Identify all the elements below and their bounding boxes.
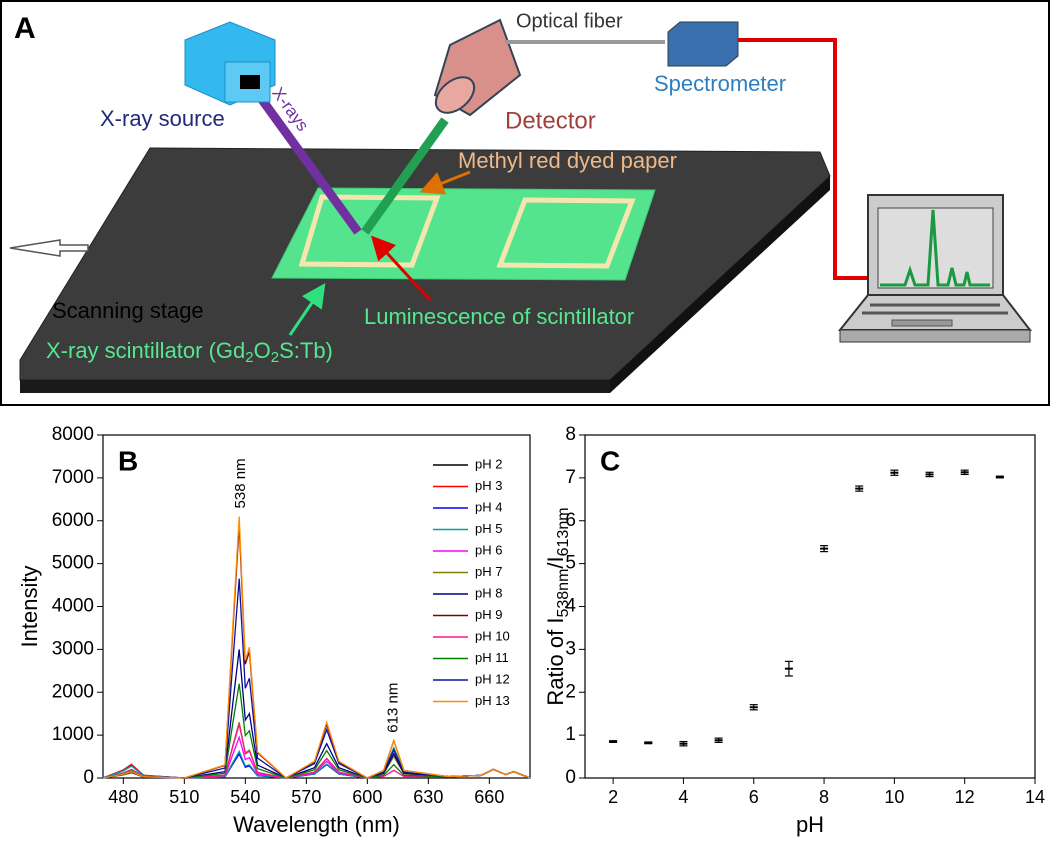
annotation: 613 nm: [385, 683, 402, 733]
y-tick-label: 0: [83, 767, 94, 788]
x-tick-label: 4: [678, 787, 688, 807]
label-luminescence: Luminescence of scintillator: [364, 304, 634, 329]
x-tick-label: 8: [819, 787, 829, 807]
luminescence-beam: [361, 117, 449, 235]
legend-label: pH 6: [475, 542, 502, 557]
legend-label: pH 4: [475, 499, 502, 514]
y-tick-label: 2000: [52, 681, 94, 702]
legend-label: pH 7: [475, 564, 502, 579]
legend-label: pH 9: [475, 607, 502, 622]
label-scintillator: X-ray scintillator (Gd2O2S:Tb): [46, 338, 333, 366]
y-axis-label-part: Ratio of I: [543, 618, 568, 706]
panel-label: A: [14, 12, 36, 45]
x-tick-label: 660: [474, 787, 504, 807]
y-tick-label: 1000: [52, 724, 94, 745]
x-tick-label: 540: [230, 787, 260, 807]
label-fiber: Optical fiber: [516, 10, 623, 32]
legend-label: pH 2: [475, 456, 502, 471]
y-tick-label: 7000: [52, 467, 94, 488]
legend-label: pH 3: [475, 478, 502, 493]
xray-source: [184, 21, 276, 106]
y-tick-label: 6: [565, 510, 576, 531]
panel-label: B: [118, 445, 138, 476]
label-paper: Methyl red dyed paper: [458, 148, 677, 173]
x-tick-label: 6: [749, 787, 759, 807]
paper-2: [496, 197, 636, 269]
panel-a: A O: [0, 0, 1050, 406]
laptop: [837, 194, 1033, 343]
spectrum-line: [102, 524, 531, 779]
y-axis-label-part: /I: [543, 556, 568, 568]
scint-arrow: [288, 283, 326, 336]
stage-edge: [20, 380, 610, 393]
stage-side: [610, 176, 830, 393]
cable: [738, 38, 875, 280]
y-axis-label-part: 538nm: [555, 569, 572, 618]
label-spectrometer: Spectrometer: [654, 71, 786, 96]
x-tick-label: 10: [884, 787, 904, 807]
y-tick-label: 3000: [52, 638, 94, 659]
x-tick-label: 570: [291, 787, 321, 807]
label-xray-source: X-ray source: [100, 106, 225, 131]
y-axis-label: Intensity: [17, 566, 42, 648]
x-tick-label: 600: [352, 787, 382, 807]
legend-label: pH 12: [475, 671, 510, 686]
panel-label: C: [600, 445, 620, 476]
legend-label: pH 8: [475, 585, 502, 600]
plot-frame: [584, 434, 1036, 779]
y-tick-label: 8000: [52, 424, 94, 445]
scintillator: [271, 187, 656, 281]
y-tick-label: 4000: [52, 596, 94, 617]
legend-label: pH 5: [475, 521, 502, 536]
label-detector: Detector: [505, 107, 596, 134]
y-axis-label: Ratio of I538nm/I613nm: [543, 507, 572, 705]
x-axis-label: Wavelength (nm): [233, 812, 400, 837]
spectrum-line: [102, 516, 531, 779]
x-tick-label: 510: [169, 787, 199, 807]
x-tick-label: 2: [608, 787, 618, 807]
x-tick-label: 480: [108, 787, 138, 807]
spectrometer: [667, 21, 739, 67]
y-tick-label: 2: [565, 681, 576, 702]
x-axis-label: pH: [796, 812, 824, 837]
y-tick-label: 1: [565, 724, 576, 745]
y-tick-label: 5000: [52, 553, 94, 574]
label-stage: Scanning stage: [52, 298, 204, 323]
y-tick-label: 0: [565, 767, 576, 788]
detector: [433, 18, 522, 117]
lum-arrow: [370, 235, 432, 302]
y-tick-label: 4: [565, 596, 576, 617]
paper-1: [298, 194, 441, 268]
xray-beam: [251, 87, 362, 235]
direction-arrow: [9, 239, 89, 257]
paper-arrow: [419, 170, 471, 195]
legend-label: pH 13: [475, 693, 510, 708]
y-tick-label: 3: [565, 638, 576, 659]
spectrum-line: [102, 578, 531, 779]
y-tick-label: 7: [565, 467, 576, 488]
y-tick-label: 5: [565, 553, 576, 574]
x-tick-label: 14: [1025, 787, 1045, 807]
spectrum-line: [102, 724, 531, 779]
y-axis-label-part: 613nm: [555, 507, 572, 556]
legend-label: pH 10: [475, 628, 510, 643]
y-tick-label: 8: [565, 424, 576, 445]
annotation: 538 nm: [232, 458, 249, 508]
legend-label: pH 11: [475, 650, 509, 665]
x-tick-label: 630: [413, 787, 443, 807]
y-tick-label: 6000: [52, 510, 94, 531]
x-tick-label: 12: [955, 787, 975, 807]
